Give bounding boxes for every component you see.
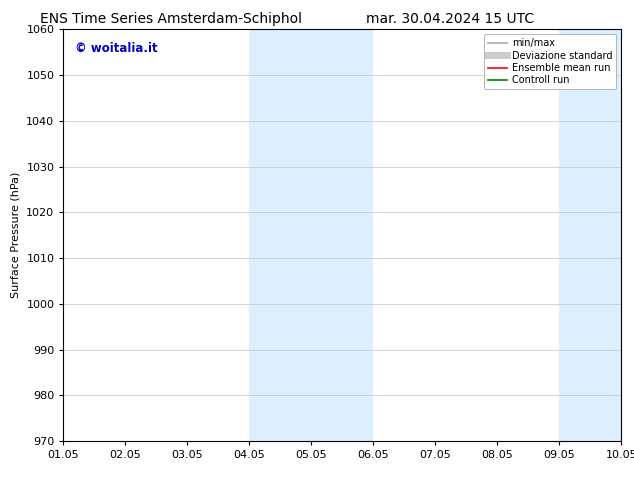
- Text: mar. 30.04.2024 15 UTC: mar. 30.04.2024 15 UTC: [366, 12, 534, 26]
- Bar: [559, 29, 634, 441]
- Legend: min/max, Deviazione standard, Ensemble mean run, Controll run: min/max, Deviazione standard, Ensemble m…: [484, 34, 616, 89]
- Text: © woitalia.it: © woitalia.it: [75, 42, 157, 55]
- Y-axis label: Surface Pressure (hPa): Surface Pressure (hPa): [11, 172, 21, 298]
- Text: ENS Time Series Amsterdam-Schiphol: ENS Time Series Amsterdam-Schiphol: [40, 12, 302, 26]
- Bar: [249, 29, 373, 441]
